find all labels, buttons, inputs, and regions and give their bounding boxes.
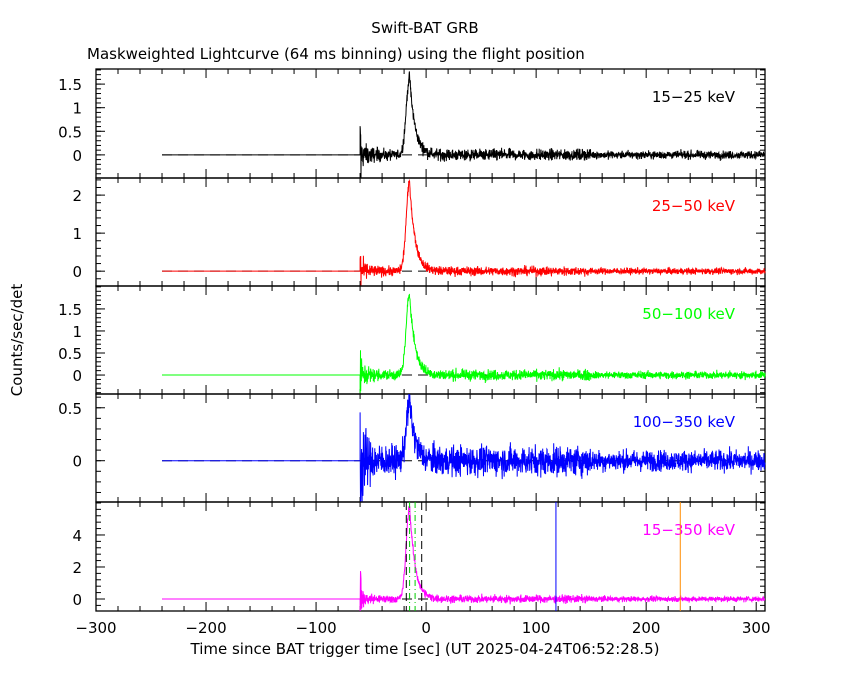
light-curve-50-100-kev <box>162 293 766 394</box>
y-tick-label: 4 <box>72 527 82 545</box>
light-curve-25-50-kev <box>162 178 766 287</box>
y-tick-label: 1.5 <box>58 76 82 94</box>
x-tick-label: 300 <box>742 619 771 637</box>
energy-band-label: 50−100 keV <box>642 305 735 323</box>
y-tick-label: 1 <box>72 100 82 118</box>
x-tick-label: 200 <box>632 619 661 637</box>
panel-100-350-kev: 0 0.5 100−350 keV <box>58 393 766 503</box>
y-tick-label: 0 <box>72 263 82 281</box>
y-tick-label: 0 <box>72 367 82 385</box>
y-tick-label: 1 <box>72 323 82 341</box>
energy-band-label: 100−350 keV <box>633 413 736 431</box>
y-tick-label: 0.5 <box>58 345 82 363</box>
x-tick-label: 100 <box>522 619 551 637</box>
light-curve-100-350-kev <box>162 393 766 503</box>
y-tick-label: 0.5 <box>58 400 82 418</box>
panel-frame <box>95 501 766 612</box>
y-tick-label: 1.5 <box>58 301 82 319</box>
panel-15-25-kev: 0 0.5 1 1.5 15−25 keV <box>58 68 766 179</box>
panel-frame <box>95 285 766 395</box>
panel-frame <box>95 68 766 179</box>
energy-band-label: 15−350 keV <box>642 521 735 539</box>
panel-50-100-kev: 0 0.5 1 1.5 50−100 keV <box>58 285 766 395</box>
light-curve-15-350-kev <box>162 506 766 612</box>
chart-title: Swift-BAT GRB <box>371 19 478 37</box>
y-tick-label: 2 <box>72 559 82 577</box>
chart-subtitle: Maskweighted Lightcurve (64 ms binning) … <box>87 45 585 63</box>
x-tick-label: 0 <box>421 619 431 637</box>
y-tick-label: 1 <box>72 225 82 243</box>
x-axis-label: Time since BAT trigger time [sec] (UT 20… <box>190 640 660 658</box>
energy-band-label: 15−25 keV <box>652 88 736 106</box>
y-axis-label: Counts/sec/det <box>8 284 26 397</box>
x-tick-label: −200 <box>185 619 226 637</box>
panel-frame <box>95 393 766 503</box>
x-tick-label: −100 <box>295 619 336 637</box>
y-tick-label: 0.5 <box>58 123 82 141</box>
light-curve-15-25-kev <box>162 71 766 179</box>
y-tick-label: 0 <box>72 591 82 609</box>
y-tick-label: 2 <box>72 187 82 205</box>
y-tick-label: 0 <box>72 453 82 471</box>
panel-25-50-kev: 0 1 2 25−50 keV <box>72 177 766 287</box>
y-tick-label: 0 <box>72 147 82 165</box>
energy-band-label: 25−50 keV <box>652 197 736 215</box>
panel-15-350-kev: 0 2 4 15−350 keV −300 −200 −100 0 100 200 300 <box>72 501 771 637</box>
x-tick-label: −300 <box>75 619 116 637</box>
